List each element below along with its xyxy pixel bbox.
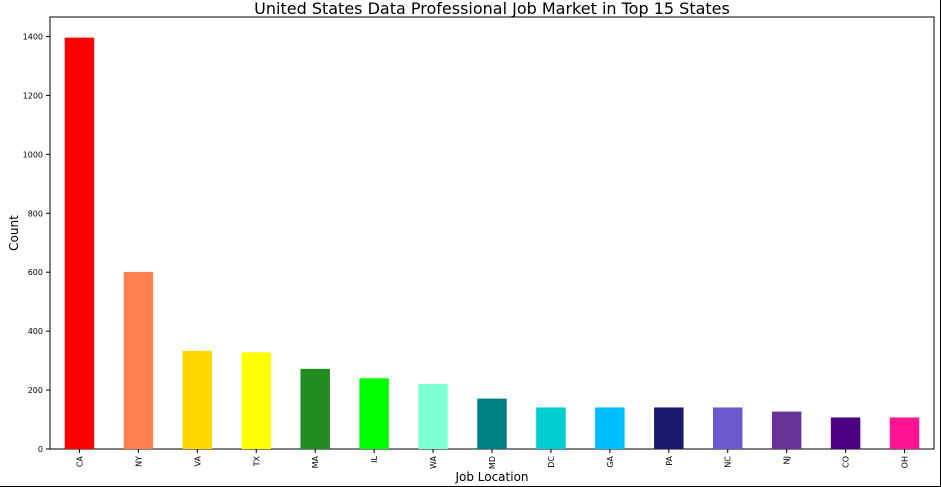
y-tick-label: 1200 <box>23 91 43 100</box>
bar-ma <box>300 368 330 449</box>
bar-tx <box>241 352 271 449</box>
bar-dc <box>536 407 566 449</box>
y-tick-label: 600 <box>28 268 43 277</box>
bar-il <box>359 378 389 449</box>
x-tick-label-md: MD <box>488 456 497 469</box>
bars-group <box>64 37 920 449</box>
bar-va <box>182 350 213 449</box>
y-tick-label: 1400 <box>23 32 43 41</box>
x-tick-label-il: IL <box>370 455 379 462</box>
bar-ca <box>64 37 95 449</box>
bar-co <box>830 417 861 449</box>
x-tick-label-ga: GA <box>606 455 615 467</box>
y-axis: 0 200 400 600 800 1000 1200 1400 <box>23 32 50 454</box>
y-tick-label: 0 <box>38 445 43 454</box>
x-tick-label-pa: PA <box>665 455 674 465</box>
bar-ga <box>595 407 625 449</box>
bar-md <box>477 398 507 449</box>
x-tick-label-ny: NY <box>134 456 143 467</box>
x-tick-label-wa: WA <box>429 455 438 468</box>
x-tick-label-tx: TX <box>252 455 261 467</box>
x-tick-label-nc: NC <box>724 456 733 468</box>
y-tick-label: 200 <box>28 386 43 395</box>
bar-oh <box>889 417 920 449</box>
bar-ny <box>123 271 154 449</box>
x-tick-label-ca: CA <box>75 455 84 467</box>
bar-nc <box>713 407 743 449</box>
x-axis: CA NY VA TX MA IL WA MD DC GA PA NC NJ CO OH <box>75 449 910 469</box>
x-tick-label-ma: MA <box>311 455 320 468</box>
x-tick-label-dc: DC <box>547 456 556 468</box>
chart-title: United States Data Professional Job Mark… <box>254 0 730 18</box>
x-tick-label-nj: NJ <box>783 456 792 464</box>
x-tick-label-va: VA <box>193 455 202 466</box>
x-axis-label: Job Location <box>454 470 528 484</box>
y-tick-label: 800 <box>28 209 43 218</box>
bar-nj <box>771 411 802 449</box>
bar-pa <box>654 407 684 449</box>
y-tick-label: 1000 <box>23 150 43 159</box>
bar-wa <box>418 383 448 449</box>
x-tick-label-oh: OH <box>901 456 910 468</box>
x-tick-label-co: CO <box>842 456 851 468</box>
y-tick-label: 400 <box>28 327 43 336</box>
y-axis-label: Count <box>7 215 21 251</box>
